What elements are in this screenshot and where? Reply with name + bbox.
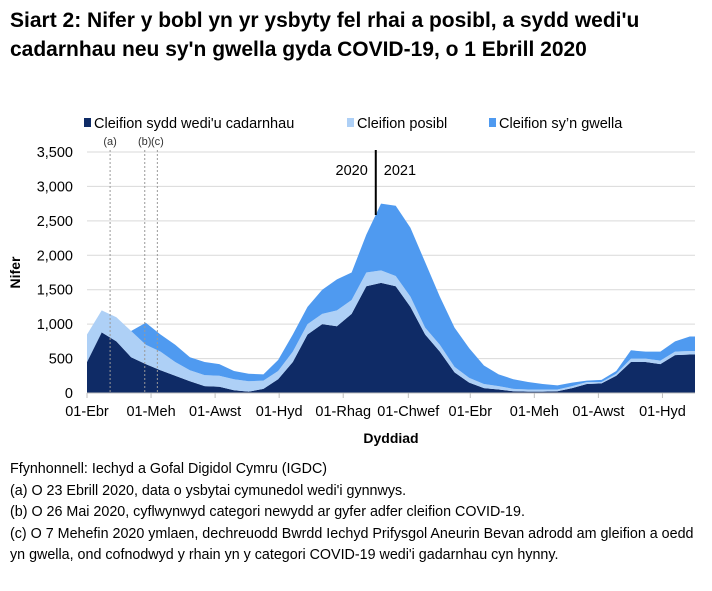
y-tick-label: 2,500 — [37, 214, 73, 230]
annotation-label: (a) — [103, 136, 116, 148]
x-tick-label: 01-Awst — [572, 404, 624, 420]
legend-swatch-confirmed — [84, 118, 91, 127]
annotation-label: (c) — [151, 136, 164, 148]
legend-label-confirmed: Cleifion sydd wedi'u cadarnhau — [94, 116, 294, 132]
y-tick-label: 1,000 — [37, 317, 73, 333]
legend-label-suspected: Cleifion posibl — [357, 116, 447, 132]
chart-svg: 0 500 1,000 1,500 2,000 2,500 3,000 3,500 01-Ebr… — [7, 116, 695, 446]
y-tick-label: 500 — [49, 352, 73, 368]
source-note: Ffynhonnell: Iechyd a Gofal Digidol Cymr… — [10, 461, 328, 477]
legend-swatch-recovering — [489, 118, 496, 127]
note-a: (a) O 23 Ebrill 2020, data o ysbytai cym… — [10, 482, 407, 499]
series-area-recovering — [87, 203, 695, 390]
x-tick-label: 01-Awst — [189, 404, 241, 420]
note-c: (c) O 7 Mehefin 2020 ymlaen, dechreuodd … — [10, 525, 694, 564]
x-tick-label: 01-Chwef — [377, 404, 440, 420]
x-tick-label: 01-Hyd — [256, 404, 303, 420]
x-tick-label: 01-Meh — [510, 404, 559, 420]
x-tick-label: 01-Meh — [126, 404, 175, 420]
x-tick-label: 01-Ebr — [449, 404, 493, 420]
y-tick-label: 3,500 — [37, 145, 73, 161]
x-tick-label: 01-Hyd — [639, 404, 686, 420]
x-tick-label: 01-Rhag — [315, 404, 371, 420]
x-tick-label: 01-Ebr — [65, 404, 109, 420]
footnotes: Ffynhonnell: Iechyd a Gofal Digidol Cymr… — [10, 459, 705, 567]
y-tick-label: 1,500 — [37, 283, 73, 299]
year-label-right: 2021 — [384, 163, 416, 179]
note-b: (b) O 26 Mai 2020, cyflwynwyd categori n… — [10, 504, 525, 520]
y-tick-label: 0 — [65, 386, 73, 402]
x-axis-title: Dyddiad — [363, 430, 418, 446]
y-tick-label: 3,000 — [37, 179, 73, 195]
y-tick-label: 2,000 — [37, 248, 73, 264]
annotation-label: (b) — [138, 136, 151, 148]
series-area-confirmed — [87, 282, 695, 393]
y-axis-title: Nifer — [7, 256, 23, 288]
chart-title: Siart 2: Nifer y bobl yn yr ysbyty fel r… — [10, 9, 640, 61]
legend-label-recovering: Cleifion sy’n gwella — [499, 116, 623, 132]
legend-swatch-suspected — [347, 118, 354, 127]
year-label-left: 2020 — [336, 163, 368, 179]
